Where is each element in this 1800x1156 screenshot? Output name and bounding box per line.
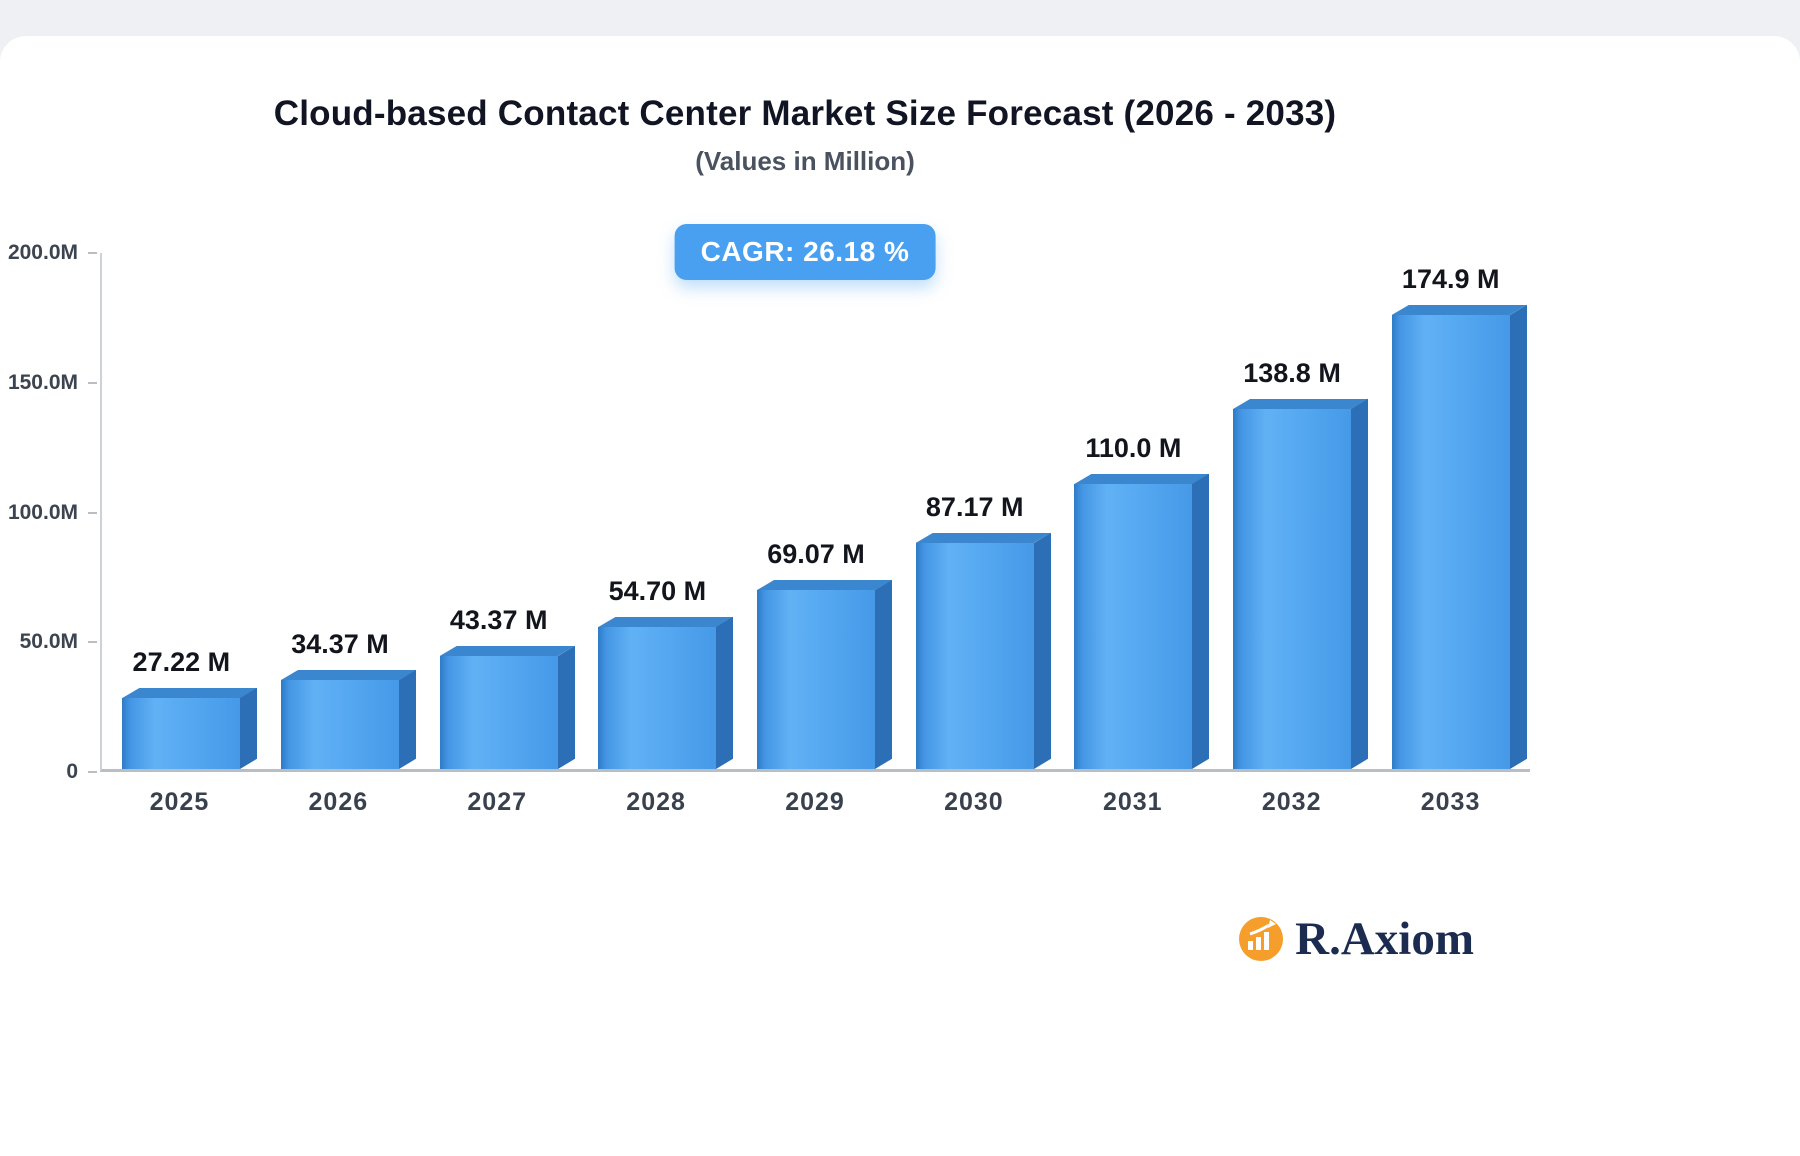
bar-side-face [1351, 398, 1369, 769]
bar-side-face [399, 669, 416, 769]
bar-top-face [281, 670, 416, 680]
y-axis-label: 50.0M [19, 630, 78, 654]
bar-front-face [598, 627, 717, 769]
bar-column: 87.17 M [895, 253, 1054, 769]
y-axis-tick [88, 641, 97, 644]
bar-side-face [1033, 532, 1051, 769]
bar-2027: 43.37 M [439, 605, 575, 769]
chart-title: Cloud-based Contact Center Market Size F… [273, 94, 1337, 133]
bar-column: 138.8 M [1213, 253, 1372, 769]
raxiom-logo: R.Axiom [1237, 912, 1474, 966]
bar-top-face [440, 646, 575, 656]
y-axis-tick [88, 252, 97, 254]
x-axis-label: 2030 [944, 788, 1004, 816]
bar-2033: 174.9 M [1391, 264, 1527, 769]
bar-front-face [1391, 315, 1510, 769]
bar-column: 34.37 M [261, 253, 420, 769]
bar-value-label: 43.37 M [449, 605, 548, 635]
bar-front-face [281, 680, 399, 769]
bar-side-face [240, 687, 258, 769]
bar-value-label: 138.8 M [1243, 358, 1341, 388]
bar-value-label: 34.37 M [291, 629, 389, 659]
bar-side-face [1192, 473, 1210, 769]
bar-front-face [122, 698, 241, 769]
raxiom-logo-text: R.Axiom [1295, 913, 1474, 965]
x-axis-label: 2033 [1420, 788, 1481, 816]
x-axis-label: 2032 [1261, 788, 1322, 816]
bar-top-face [1074, 474, 1209, 484]
bar-front-face [757, 590, 876, 769]
bar-front-face [1074, 484, 1193, 769]
x-axis-label: 2026 [308, 788, 369, 816]
bar-value-label: 110.0 M [1085, 433, 1182, 463]
bar-column: 27.22 M [102, 253, 261, 769]
y-axis-tick [88, 771, 97, 773]
x-axis-label: 2028 [626, 788, 686, 816]
bar-front-face [915, 543, 1034, 769]
x-axis-labels: 2025 2026 2027 2028 2029 2030 2031 2032 2033 [100, 788, 1530, 817]
y-axis-label: 100.0M [7, 500, 78, 524]
bar-top-face [1233, 399, 1368, 409]
y-axis: 0 50.0M 100.0M 150.0M 200.0M [0, 241, 100, 783]
bar-top-face [757, 580, 892, 590]
bar-value-label: 54.70 M [608, 576, 707, 606]
bar-side-face [1509, 304, 1527, 769]
bar-value-label: 69.07 M [767, 539, 865, 569]
x-axis-label: 2031 [1102, 788, 1163, 816]
bars-layer: 27.22 M 34.37 M 43.37 M 54.70 M 69.07 M 87.17… [102, 253, 1530, 769]
plot-area: 27.22 M 34.37 M 43.37 M 54.70 M 69.07 M 87.17… [100, 253, 1530, 772]
x-axis-label: 2027 [467, 788, 528, 816]
bar-top-face [598, 617, 733, 627]
raxiom-logo-icon [1239, 917, 1284, 961]
bar-side-face [716, 616, 734, 769]
bar-column: 43.37 M [419, 253, 578, 769]
bar-top-face [122, 688, 257, 698]
y-axis-label: 200.0M [7, 241, 78, 264]
bar-front-face [439, 656, 558, 769]
chart-subtitle: (Values in Million) [695, 146, 915, 176]
y-axis-label: 0 [66, 760, 78, 783]
bar-2026: 34.37 M [281, 629, 416, 769]
cagr-badge: CAGR: 26.18 % [674, 224, 936, 280]
bar-2025: 27.22 M [122, 647, 258, 769]
bar-column: 110.0 M [1054, 253, 1213, 769]
bar-2028: 54.70 M [598, 576, 734, 769]
y-axis-tick [88, 511, 97, 514]
bar-column: 174.9 M [1371, 253, 1530, 769]
bar-2029: 69.07 M [757, 539, 893, 769]
bar-front-face [1233, 409, 1352, 769]
bar-2030: 87.17 M [915, 492, 1051, 769]
y-axis-tick [88, 381, 97, 384]
bar-side-face [557, 645, 575, 769]
bar-value-label: 174.9 M [1401, 264, 1500, 294]
x-axis-label: 2025 [149, 788, 210, 816]
x-axis-label: 2029 [785, 788, 845, 816]
bar-value-label: 87.17 M [925, 492, 1024, 522]
bar-value-label: 27.22 M [132, 647, 231, 677]
bar-side-face [875, 579, 893, 769]
y-axis-label: 150.0M [7, 370, 78, 394]
bar-column: 54.70 M [578, 253, 737, 769]
bar-2032: 138.8 M [1233, 358, 1369, 769]
bar-column: 69.07 M [737, 253, 896, 769]
bar-top-face [916, 533, 1051, 543]
bar-2031: 110.0 M [1074, 433, 1210, 769]
bar-top-face [1392, 305, 1527, 315]
